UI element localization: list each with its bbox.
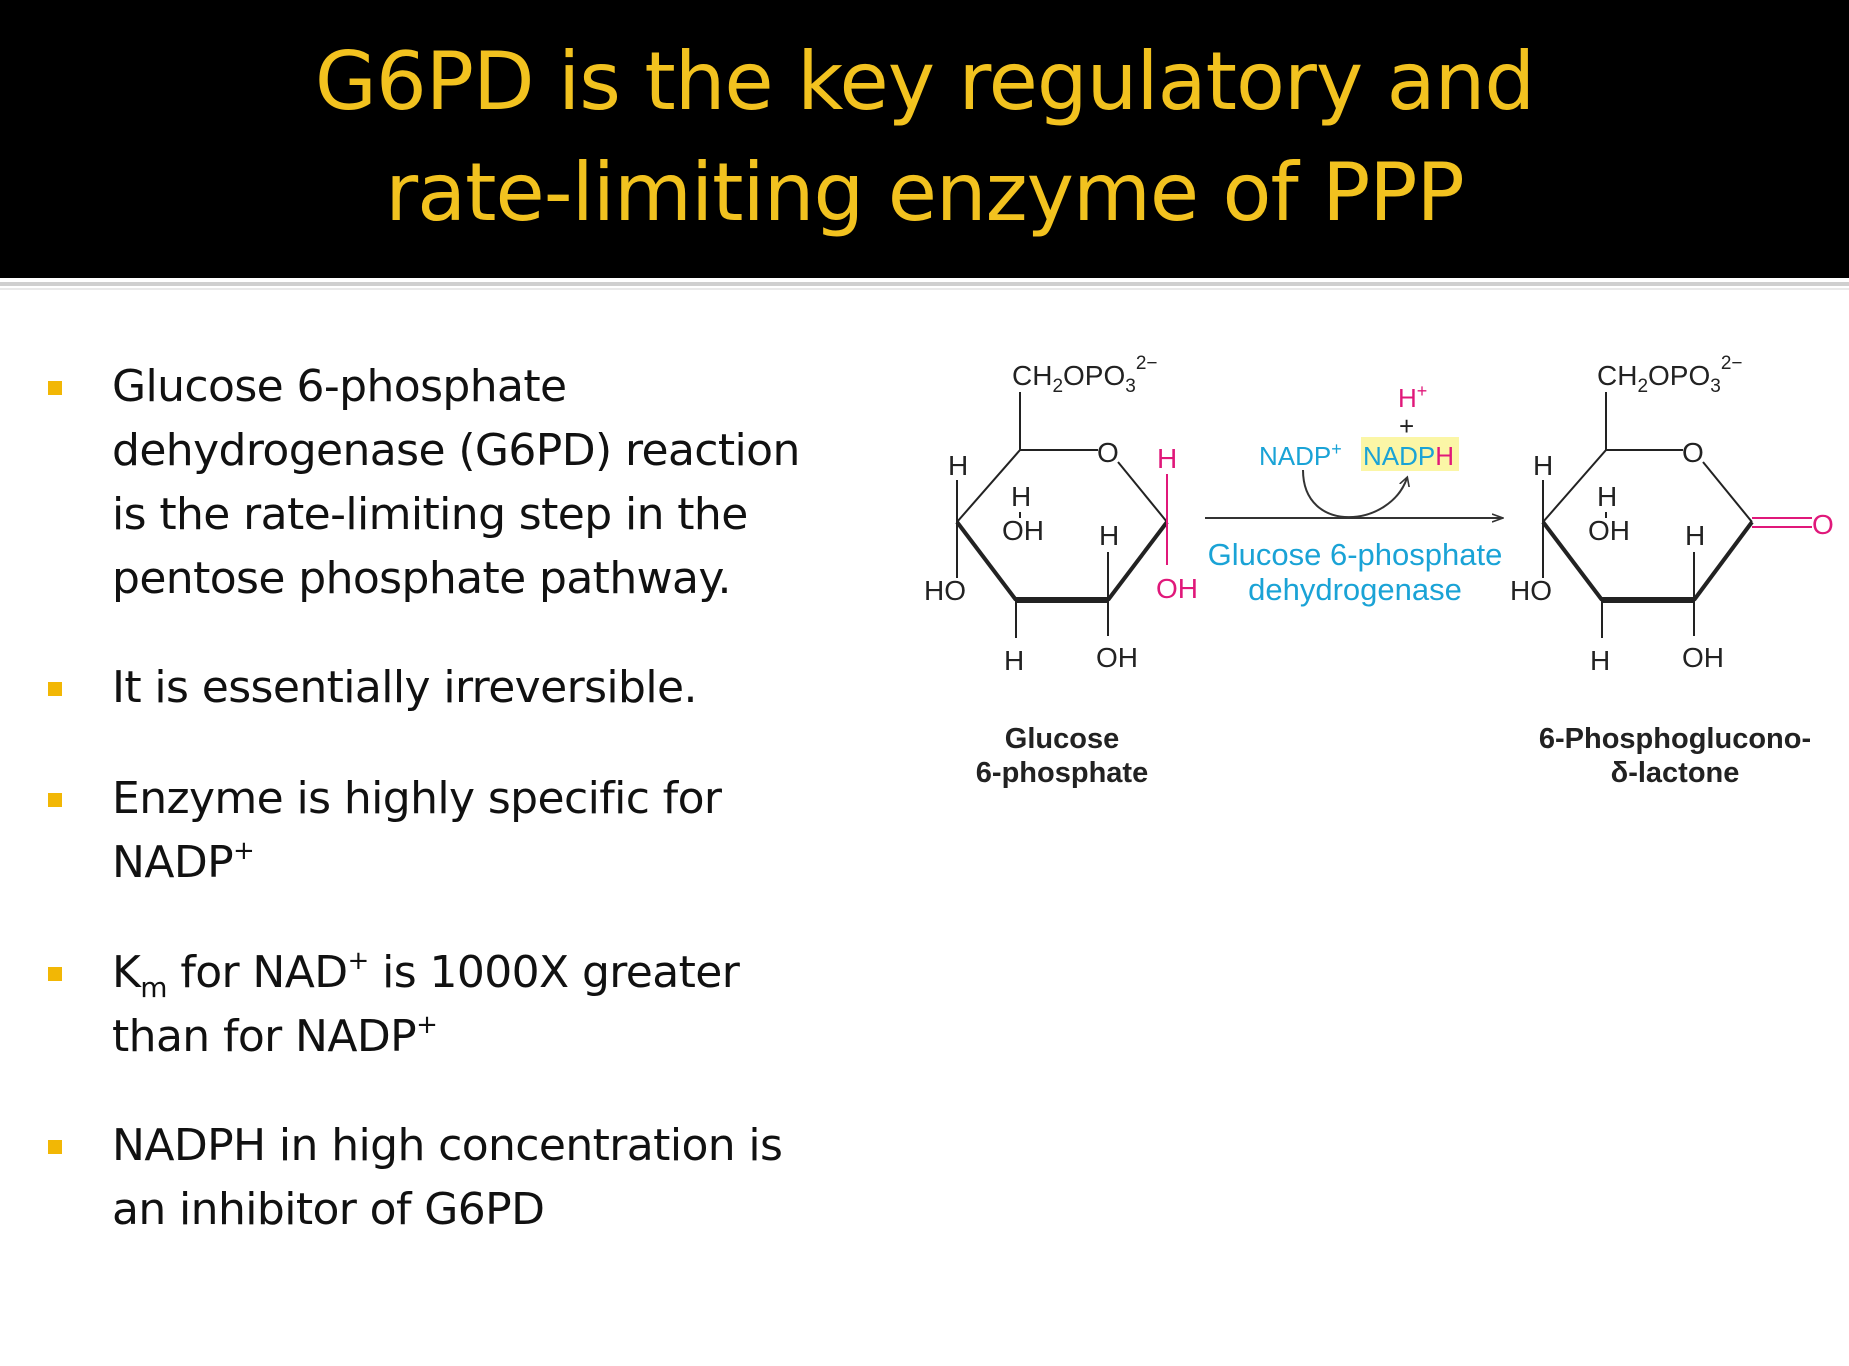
bullet-5-line-1: NADPH in high concentration is — [112, 1120, 783, 1171]
cofactor-nadph-label: NADPH — [1363, 441, 1454, 471]
charge-superscript: + — [233, 836, 255, 866]
title-divider-shadow — [0, 288, 1849, 290]
enzyme-name-line-2: dehydrogenase — [1248, 572, 1462, 607]
bullet-marker — [48, 381, 62, 395]
bullet-2-text: It is essentially irreversible. — [112, 656, 842, 720]
bullet-2-line-1: It is essentially irreversible. — [112, 662, 697, 713]
bullet-1-line-2: dehydrogenase (G6PD) reaction — [112, 425, 800, 476]
phosphate-group-label: CH2OPO32− — [1012, 353, 1158, 397]
bullet-marker — [48, 967, 62, 981]
reactant-name-line-1: Glucose — [1005, 723, 1119, 755]
bullet-marker — [48, 1140, 62, 1154]
phosphate-group-label: CH2OPO32− — [1597, 353, 1743, 397]
ring-bond-c2-c1 — [1106, 520, 1169, 602]
cofactor-curved-arrow — [1302, 469, 1407, 518]
bullet-marker — [48, 793, 62, 807]
bullet-1-line-3: is the rate-limiting step in the — [112, 489, 748, 540]
km-k: K — [112, 947, 141, 998]
bullet-4-line-1: Km for NAD+ is 1000X greater — [112, 941, 842, 1005]
title-divider — [0, 282, 1849, 286]
c2-h-label: H — [1685, 520, 1705, 551]
charge-superscript: + — [416, 1010, 438, 1040]
bullet-marker — [48, 682, 62, 696]
carbonyl-oxygen: O — [1812, 509, 1834, 540]
ring-bond-o-c1 — [1702, 461, 1753, 523]
c4-ho-label: HO — [924, 575, 966, 606]
bullet-5-line-2: an inhibitor of G6PD — [112, 1184, 545, 1235]
glucose-6-phosphate-structure: CH2OPO32− O H HO H OH H H OH H OH Glucos… — [924, 353, 1198, 789]
ring-oxygen: O — [1682, 437, 1704, 468]
km-subscript: m — [140, 971, 167, 1004]
c5-h-label: H — [1533, 450, 1553, 481]
c4-ho-label: HO — [1510, 575, 1552, 606]
bullet-4-text: Km for NAD+ is 1000X greater than for NA… — [112, 941, 842, 1069]
reactant-name-line-2: 6-phosphate — [976, 757, 1148, 789]
title-bar: G6PD is the key regulatory and rate-limi… — [0, 0, 1849, 278]
phosphoglucono-lactone-structure: CH2OPO32− O H HO H OH H H OH O 6-Phospho… — [1510, 353, 1834, 789]
c4-oh-label: OH — [1588, 515, 1630, 546]
bullet-1-text: Glucose 6-phosphate dehydrogenase (G6PD)… — [112, 355, 842, 611]
c5-h-label: H — [948, 450, 968, 481]
c2-oh-label: OH — [1682, 642, 1724, 673]
bullet-4-line-2: than for NADP+ — [112, 1005, 842, 1069]
bullet-3-line-1: Enzyme is highly specific for — [112, 773, 722, 824]
enzyme-name-line-1: Glucose 6-phosphate — [1208, 537, 1503, 572]
c3-h-label: H — [1004, 645, 1024, 676]
nadp-text: than for NADP — [112, 1011, 417, 1062]
cofactor-nadp-label: NADP+ — [1259, 439, 1342, 471]
nadph-highlight — [1361, 437, 1459, 471]
reaction-arrow-group: NADP+ NADPH H+ + Glucose 6-phosphate deh… — [1205, 381, 1503, 607]
ring-bond-c2-c1 — [1692, 520, 1754, 602]
bullet-1-line-1: Glucose 6-phosphate — [112, 361, 567, 412]
proton-label: H+ — [1398, 381, 1427, 413]
ring-bond-c5-c4 — [956, 449, 1021, 523]
slide-title-line-1: G6PD is the key regulatory and — [314, 35, 1535, 128]
bullet-3-text: Enzyme is highly specific for NADP+ — [112, 767, 842, 895]
ring-bond-c5-c4 — [1542, 449, 1607, 523]
plus-sign: + — [1399, 411, 1414, 441]
km-rest-text: is 1000X greater — [368, 947, 740, 998]
product-name-line-2: δ-lactone — [1611, 757, 1740, 789]
c1-h-label: H — [1157, 443, 1177, 474]
bullet-5-text: NADPH in high concentration is an inhibi… — [112, 1114, 842, 1242]
ring-bond-o-c1 — [1117, 461, 1168, 523]
km-mid-text: for NAD — [166, 947, 348, 998]
c2-h-label: H — [1099, 520, 1119, 551]
ring-bond-c4-c3 — [1541, 520, 1604, 602]
c4-h-label: H — [1011, 481, 1031, 512]
bullet-3-line-2: NADP+ — [112, 831, 842, 895]
c4-oh-label: OH — [1002, 515, 1044, 546]
charge-superscript: + — [347, 946, 370, 976]
product-name-line-1: 6-Phosphoglucono- — [1539, 723, 1811, 755]
c4-h-label: H — [1597, 481, 1617, 512]
ring-oxygen: O — [1097, 437, 1119, 468]
c1-oh-label: OH — [1156, 573, 1198, 604]
slide-title-line-2: rate-limiting enzyme of PPP — [385, 146, 1465, 239]
bullet-1-line-4: pentose phosphate pathway. — [112, 553, 732, 604]
ring-bond-c4-c3 — [955, 520, 1018, 602]
c2-oh-label: OH — [1096, 642, 1138, 673]
c3-h-label: H — [1590, 645, 1610, 676]
nadp-text: NADP — [112, 837, 234, 888]
